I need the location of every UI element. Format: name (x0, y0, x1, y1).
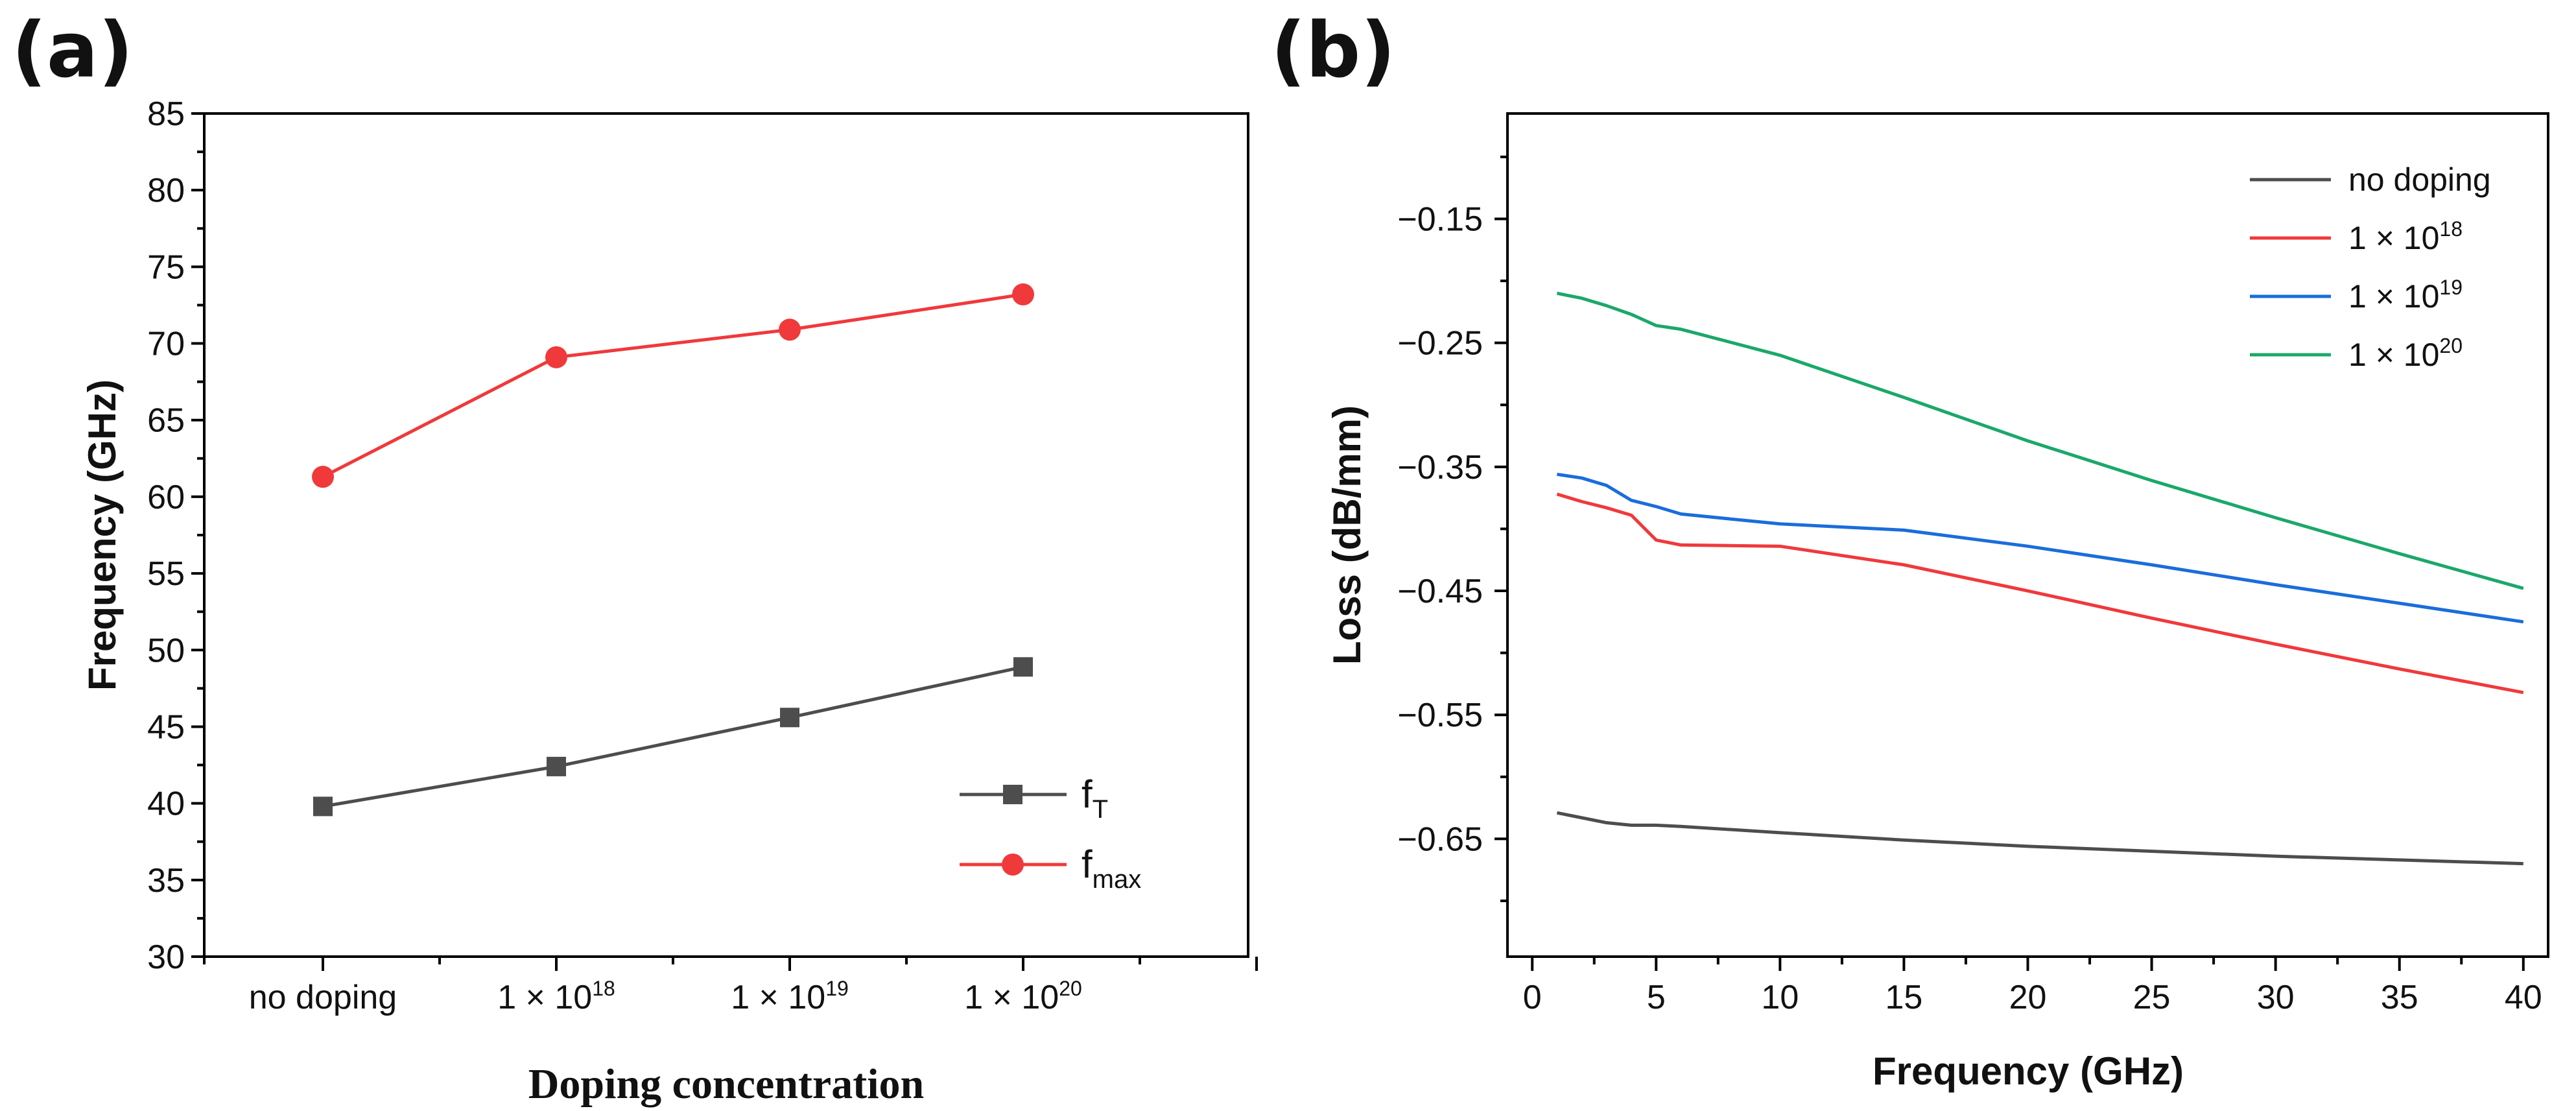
panel-b-x-tick-label: 5 (1647, 979, 1666, 1016)
panel-a-point-max (779, 318, 801, 341)
panel-a-y-tick-label: 50 (147, 632, 185, 669)
panel-b-x-tick-label: 10 (1761, 979, 1799, 1016)
panel-b-y-tick-label: −0.25 (1397, 325, 1483, 363)
panel-a-point-max (545, 346, 567, 368)
panel-b-legend-label-2: 1 × 1019 (2348, 276, 2463, 315)
panel-b-series-line-1 (1556, 492, 2524, 695)
panel-a-x-tick-label: 1 × 1018 (497, 977, 615, 1016)
panel-a-x-axis-title: Doping concentration (528, 1060, 925, 1108)
panel-a-legend: fT fmax (960, 772, 1141, 894)
panel-b-x-tick-label: 40 (2505, 979, 2542, 1016)
panel-a-legend-label-T: fT (1081, 772, 1108, 824)
panel-a-plot-frame (203, 112, 1249, 958)
panel-a-y-tick-label: 75 (147, 248, 185, 286)
panel-a-legend-marker-max (1002, 854, 1024, 876)
panel-b-y-tick-label: −0.35 (1397, 449, 1483, 486)
panel-b-y-ticks: −0.15 −0.25 −0.35 −0.45 −0.55 −0.65 (1397, 155, 1507, 902)
panel-a-y-tick-label: 30 (147, 938, 185, 976)
panel-a-y-tick-label: 35 (147, 862, 185, 900)
panel-b-y-tick-label: −0.65 (1397, 820, 1483, 858)
panel-a-x-tick-label: 1 × 1019 (731, 977, 849, 1016)
panel-a-series-line-max (322, 293, 1024, 479)
panel-b-label: (b) (1271, 5, 1395, 95)
panel-b-x-tick-label: 30 (2257, 979, 2295, 1016)
panel-a-label: (a) (12, 5, 134, 95)
panel-b-legend-label-0: no doping (2348, 161, 2491, 198)
panel-a-series-line-T (322, 665, 1024, 808)
panel-b-y-tick-label: −0.45 (1397, 573, 1483, 610)
panel-a-point-T (313, 796, 333, 817)
panel-a-point-max (1012, 283, 1034, 305)
panel-b-y-tick-label: −0.15 (1397, 201, 1483, 239)
panel-a-y-tick-label: 80 (147, 172, 185, 209)
panel-a-y-tick-label: 70 (147, 326, 185, 363)
panel-a-legend-label-max: fmax (1081, 842, 1141, 894)
panel-a-y-tick-label: 85 (147, 95, 185, 133)
panel-b-x-tick-label: 0 (1523, 979, 1542, 1016)
panel-b-series (1556, 291, 2524, 866)
panel-b-x-tick-label: 15 (1885, 979, 1923, 1016)
panel-b-legend: no doping 1 × 1018 1 × 1019 1 × 1020 (2250, 161, 2491, 373)
panel-a-y-tick-label: 60 (147, 479, 185, 516)
panel-b-y-axis-title: Loss (dB/mm) (1325, 405, 1369, 665)
panel-a-point-T (1013, 657, 1033, 677)
panel-b-x-tick-label: 25 (2133, 979, 2171, 1016)
panel-a-point-max (312, 466, 334, 488)
panel-b-x-axis-title: Frequency (GHz) (1873, 1049, 2184, 1093)
panel-a-y-tick-label: 45 (147, 708, 185, 746)
panel-a-point-T (780, 708, 799, 728)
panel-a-x-ticks: no doping 1 × 1018 1 × 1019 1 × 1020 (203, 957, 1258, 1016)
panel-a-chart: (a) Frequency (GHz) Doping concentration… (12, 5, 1258, 1108)
panel-b-series-line-3 (1556, 291, 2524, 590)
panel-b-chart: (b) Loss (dB/mm) Frequency (GHz) −0.15−0… (1271, 5, 2549, 1093)
panel-b-series-line-0 (1556, 811, 2523, 866)
panel-a-x-tick-label: 1 × 1020 (964, 977, 1082, 1016)
panel-b-series-line-2 (1557, 472, 2524, 624)
panel-b-x-ticks: 0 5 10 15 20 25 30 35 40 (1523, 957, 2542, 1016)
panel-a-series (312, 283, 1034, 817)
panel-b-legend-label-1: 1 × 1018 (2348, 217, 2463, 256)
panel-a-y-ticks: 30 35 40 45 50 55 60 65 70 75 80 85 (147, 95, 204, 976)
panel-a-y-tick-label: 40 (147, 785, 185, 823)
panel-a-y-tick-label: 65 (147, 402, 185, 440)
panel-b-x-tick-label: 20 (2009, 979, 2047, 1016)
panel-a-y-tick-label: 55 (147, 555, 185, 593)
panel-a-point-T (547, 756, 566, 776)
panel-a-legend-marker-T (1003, 785, 1022, 804)
panel-b-x-tick-label: 35 (2381, 979, 2418, 1016)
panel-a-x-tick-label: no doping (249, 979, 397, 1016)
panel-b-y-tick-label: −0.55 (1397, 697, 1483, 734)
panel-a-y-axis-title: Frequency (GHz) (80, 379, 124, 691)
panel-b-legend-label-3: 1 × 1020 (2348, 334, 2463, 373)
